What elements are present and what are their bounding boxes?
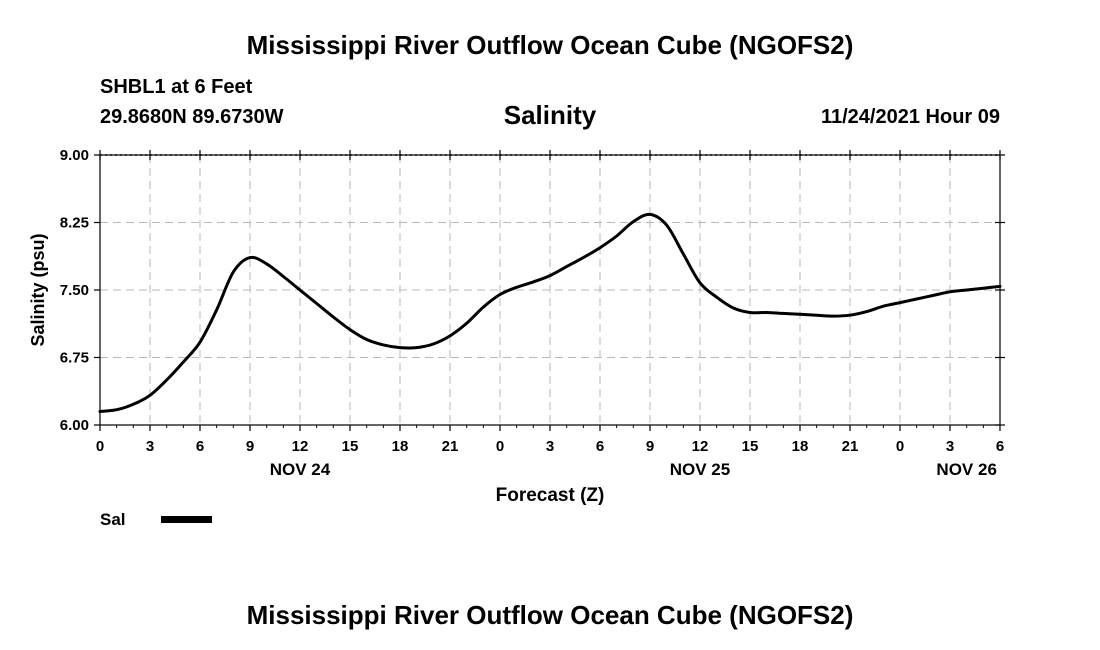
- y-tick-label: 8.25: [60, 215, 89, 232]
- x-tick-label: 6: [596, 438, 604, 455]
- y-tick-label: 6.75: [60, 350, 89, 367]
- y-axis-label: Salinity (psu): [28, 233, 48, 346]
- x-tick-label: 0: [896, 438, 904, 455]
- x-tick-label: 21: [842, 438, 859, 455]
- y-tick-label: 6.00: [60, 417, 89, 434]
- legend-label: Sal: [100, 510, 126, 529]
- x-tick-label: 12: [292, 438, 309, 455]
- x-tick-label: 21: [442, 438, 459, 455]
- x-tick-label: 9: [646, 438, 654, 455]
- x-axis-label: Forecast (Z): [496, 485, 605, 506]
- forecast-timestamp: 11/24/2021 Hour 09: [820, 106, 1000, 128]
- axis-labels: 0 3 6 9 12 15 18 21 0 3 6 9 12 15 18 21 0 3 6 6.00 6.75 7.50 8…: [60, 147, 1004, 479]
- x-tick-label: 9: [246, 438, 254, 455]
- date-label: NOV 24: [270, 460, 331, 479]
- x-tick-label: 18: [392, 438, 409, 455]
- chart-title: Salinity: [503, 100, 597, 130]
- x-tick-label: 12: [692, 438, 709, 455]
- x-tick-label: 0: [496, 438, 504, 455]
- salinity-series-line: [98, 212, 1002, 413]
- date-label: NOV 25: [670, 460, 730, 479]
- grid-lines: [100, 154, 1000, 425]
- x-tick-label: 15: [342, 438, 359, 455]
- station-label: SHBL1 at 6 Feet: [100, 76, 253, 98]
- x-tick-label: 6: [996, 438, 1004, 455]
- x-tick-label: 15: [742, 438, 759, 455]
- x-tick-label: 0: [96, 438, 104, 455]
- footer-title: Mississippi River Outflow Ocean Cube (NG…: [246, 600, 854, 630]
- x-tick-label: 3: [546, 438, 554, 455]
- page-title: Mississippi River Outflow Ocean Cube (NG…: [246, 30, 854, 60]
- x-tick-label: 18: [792, 438, 809, 455]
- x-tick-label: 3: [946, 438, 954, 455]
- y-tick-label: 9.00: [60, 147, 89, 164]
- y-tick-label: 7.50: [60, 282, 89, 299]
- legend: Sal: [100, 510, 212, 529]
- date-label: NOV 26: [936, 460, 996, 479]
- x-tick-label: 3: [146, 438, 154, 455]
- station-coordinates: 29.8680N 89.6730W: [100, 106, 284, 128]
- axis-ticks: [94, 150, 1005, 431]
- x-tick-label: 6: [196, 438, 204, 455]
- legend-swatch: [161, 516, 212, 523]
